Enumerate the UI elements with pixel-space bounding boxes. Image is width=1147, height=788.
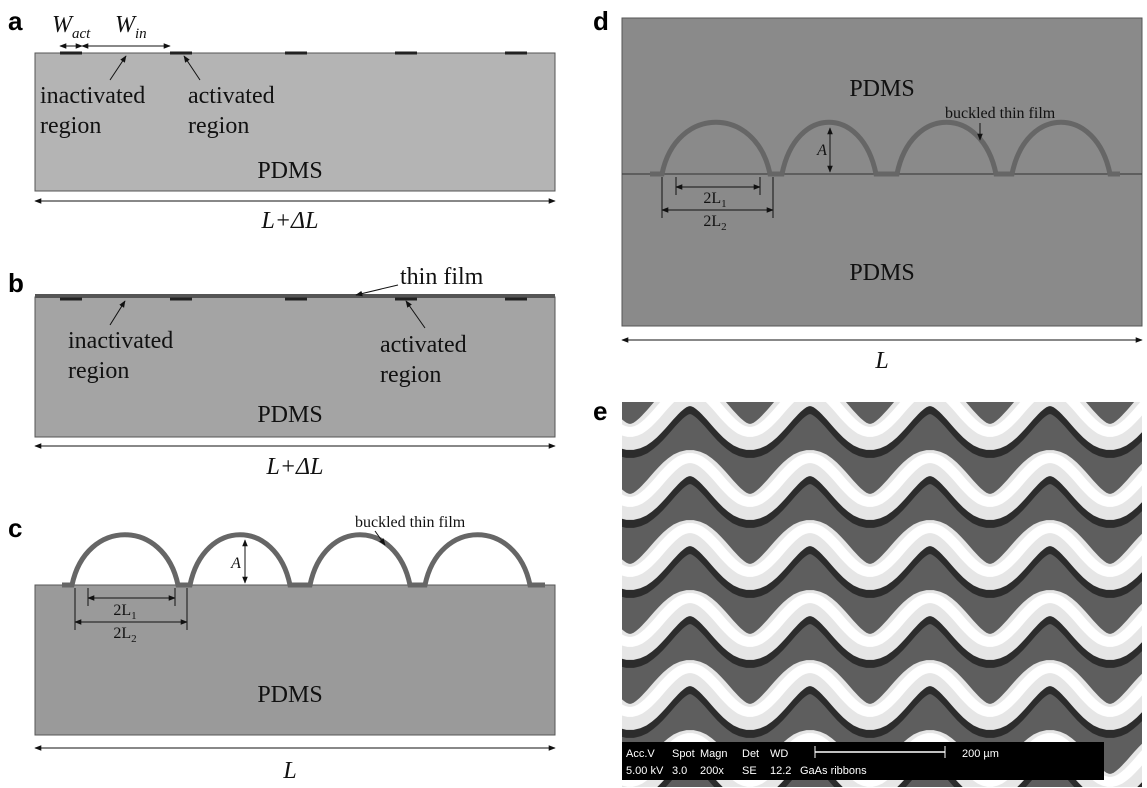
panel-c: c A buckled thin film 2L1 2L2 PDMS L [8,513,555,784]
substrate-label: PDMS [257,158,322,184]
info-text: GaAs ribbons [800,765,867,777]
film-label: buckled thin film [355,514,466,531]
panel-e: e Acc.V Spot Magn Det WD 200 µm 5.00 kV … [593,388,1147,788]
length-label: L+ΔL [266,454,324,480]
label: activated [380,332,467,358]
pointer [356,285,398,295]
label: inactivated [68,328,173,354]
info-text: Acc.V [626,748,655,760]
label: inactivated [40,83,145,109]
panel-label: a [8,6,23,36]
thin-film [35,294,555,298]
w-in: Win [115,12,147,42]
panel-b: b thin film inactivated region activated… [8,264,555,480]
info-text: WD [770,748,788,760]
info-text: Spot [672,748,695,760]
film-label: buckled thin film [945,105,1056,122]
info-text: Magn [700,748,728,760]
scale-label: 200 µm [962,748,999,760]
info-text: Det [742,748,759,760]
buckled-film [62,535,545,585]
label: region [380,362,441,388]
amplitude-label: A [816,142,827,159]
amplitude-label: A [230,555,241,572]
panel-label: b [8,268,24,298]
substrate-label: PDMS [257,682,322,708]
info-text: 12.2 [770,765,791,777]
info-text: SE [742,765,757,777]
panel-d: d PDMS buckled thin film A 2L1 2L2 PDMS … [593,6,1142,374]
label: region [68,358,129,384]
label: region [188,113,249,139]
info-text: 200x [700,765,724,777]
w-act: Wact [52,12,91,42]
substrate-label: PDMS [257,402,322,428]
info-text: 5.00 kV [626,765,664,777]
length-label: L+ΔL [261,208,319,234]
label: region [40,113,101,139]
panel-label: c [8,513,22,543]
panel-a: a Wact Win inactivated region activated … [8,6,555,234]
length-label: L [282,758,296,784]
panel-label: d [593,6,609,36]
film-label: thin film [400,264,484,290]
substrate-label: PDMS [849,76,914,102]
info-text: 3.0 [672,765,687,777]
figure: a Wact Win inactivated region activated … [0,0,1147,788]
panel-label: e [593,396,607,426]
length-label: L [874,348,888,374]
substrate-label: PDMS [849,260,914,286]
label: activated [188,83,275,109]
